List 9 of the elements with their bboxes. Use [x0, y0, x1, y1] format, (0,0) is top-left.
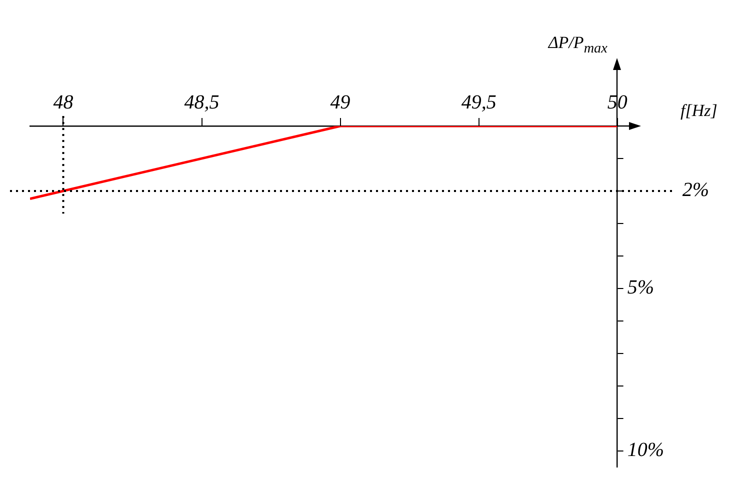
- ref-line-label: 2%: [682, 179, 710, 202]
- y-axis-title: ΔP/P$_{max}$: [548, 33, 608, 56]
- x-tick-label: 49,5: [461, 91, 496, 114]
- x-tick-label: 48,5: [184, 91, 220, 114]
- y-tick-label: 10%: [627, 439, 664, 462]
- x-axis-title: f[Hz]: [680, 100, 718, 120]
- x-tick-label: 48: [53, 91, 74, 114]
- y-tick-label: 5%: [627, 276, 654, 299]
- x-tick-label: 49: [330, 91, 350, 114]
